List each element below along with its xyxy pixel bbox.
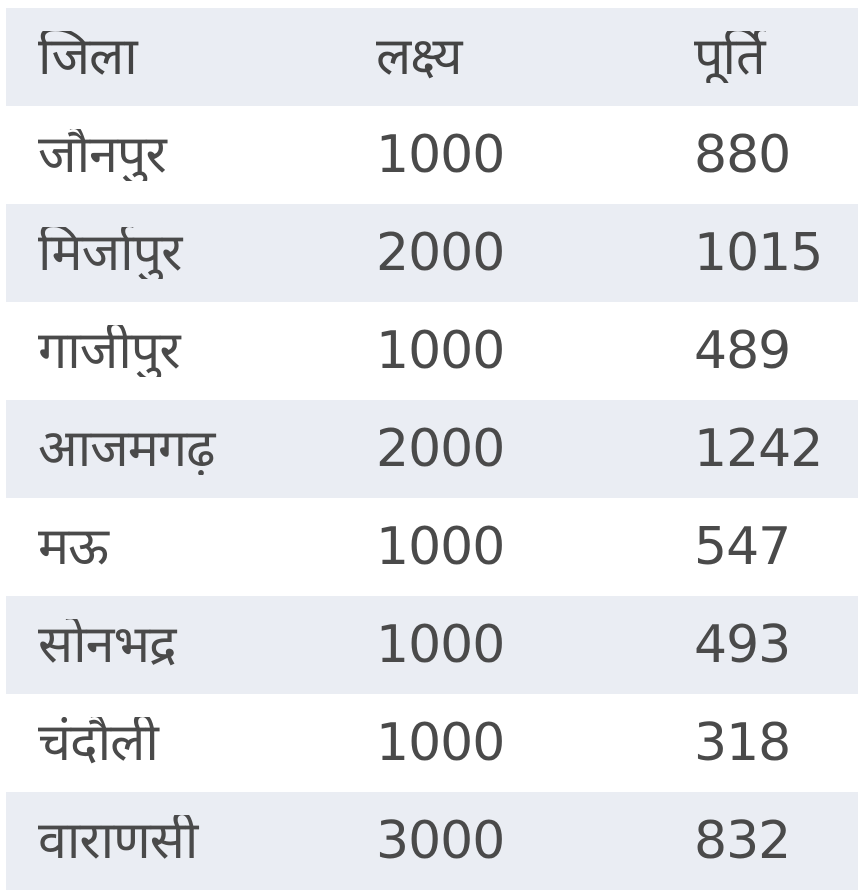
achieved-cell: 493 <box>694 619 791 671</box>
table-row: गाजीपुर 1000 489 <box>6 302 858 400</box>
achieved-cell: 880 <box>694 129 791 181</box>
district-target-table: जिला लक्ष्य पूर्ति जौनपुर 1000 880 मिर्ज… <box>6 8 858 890</box>
target-cell: 3000 <box>376 815 505 867</box>
target-cell: 1000 <box>376 325 505 377</box>
target-cell: 1000 <box>376 521 505 573</box>
achieved-cell: 1242 <box>694 423 823 475</box>
district-cell: वाराणसी <box>38 815 198 867</box>
target-cell: 1000 <box>376 717 505 769</box>
achieved-cell: 489 <box>694 325 791 377</box>
target-cell: 1000 <box>376 129 505 181</box>
achieved-cell: 1015 <box>694 227 823 279</box>
table-row: चंदौली 1000 318 <box>6 694 858 792</box>
achieved-cell: 318 <box>694 717 791 769</box>
table-row: जौनपुर 1000 880 <box>6 106 858 204</box>
table-row: आजमगढ़ 2000 1242 <box>6 400 858 498</box>
target-cell: 2000 <box>376 423 505 475</box>
district-cell: सोनभद्र <box>38 619 177 671</box>
achieved-cell: 832 <box>694 815 791 867</box>
target-cell: 2000 <box>376 227 505 279</box>
district-cell: आजमगढ़ <box>38 423 215 475</box>
target-cell: 1000 <box>376 619 505 671</box>
header-district: जिला <box>38 31 138 83</box>
achieved-cell: 547 <box>694 521 791 573</box>
table-row: मिर्जापुर 2000 1015 <box>6 204 858 302</box>
header-achieved: पूर्ति <box>694 31 766 83</box>
table-row: वाराणसी 3000 832 <box>6 792 858 890</box>
table-header-row: जिला लक्ष्य पूर्ति <box>6 8 858 106</box>
district-cell: चंदौली <box>38 717 159 769</box>
table-row: सोनभद्र 1000 493 <box>6 596 858 694</box>
table-row: मऊ 1000 547 <box>6 498 858 596</box>
district-cell: जौनपुर <box>38 129 167 181</box>
district-cell: मऊ <box>38 521 109 573</box>
header-target: लक्ष्य <box>376 31 463 83</box>
district-cell: गाजीपुर <box>38 325 181 377</box>
district-cell: मिर्जापुर <box>38 227 182 279</box>
